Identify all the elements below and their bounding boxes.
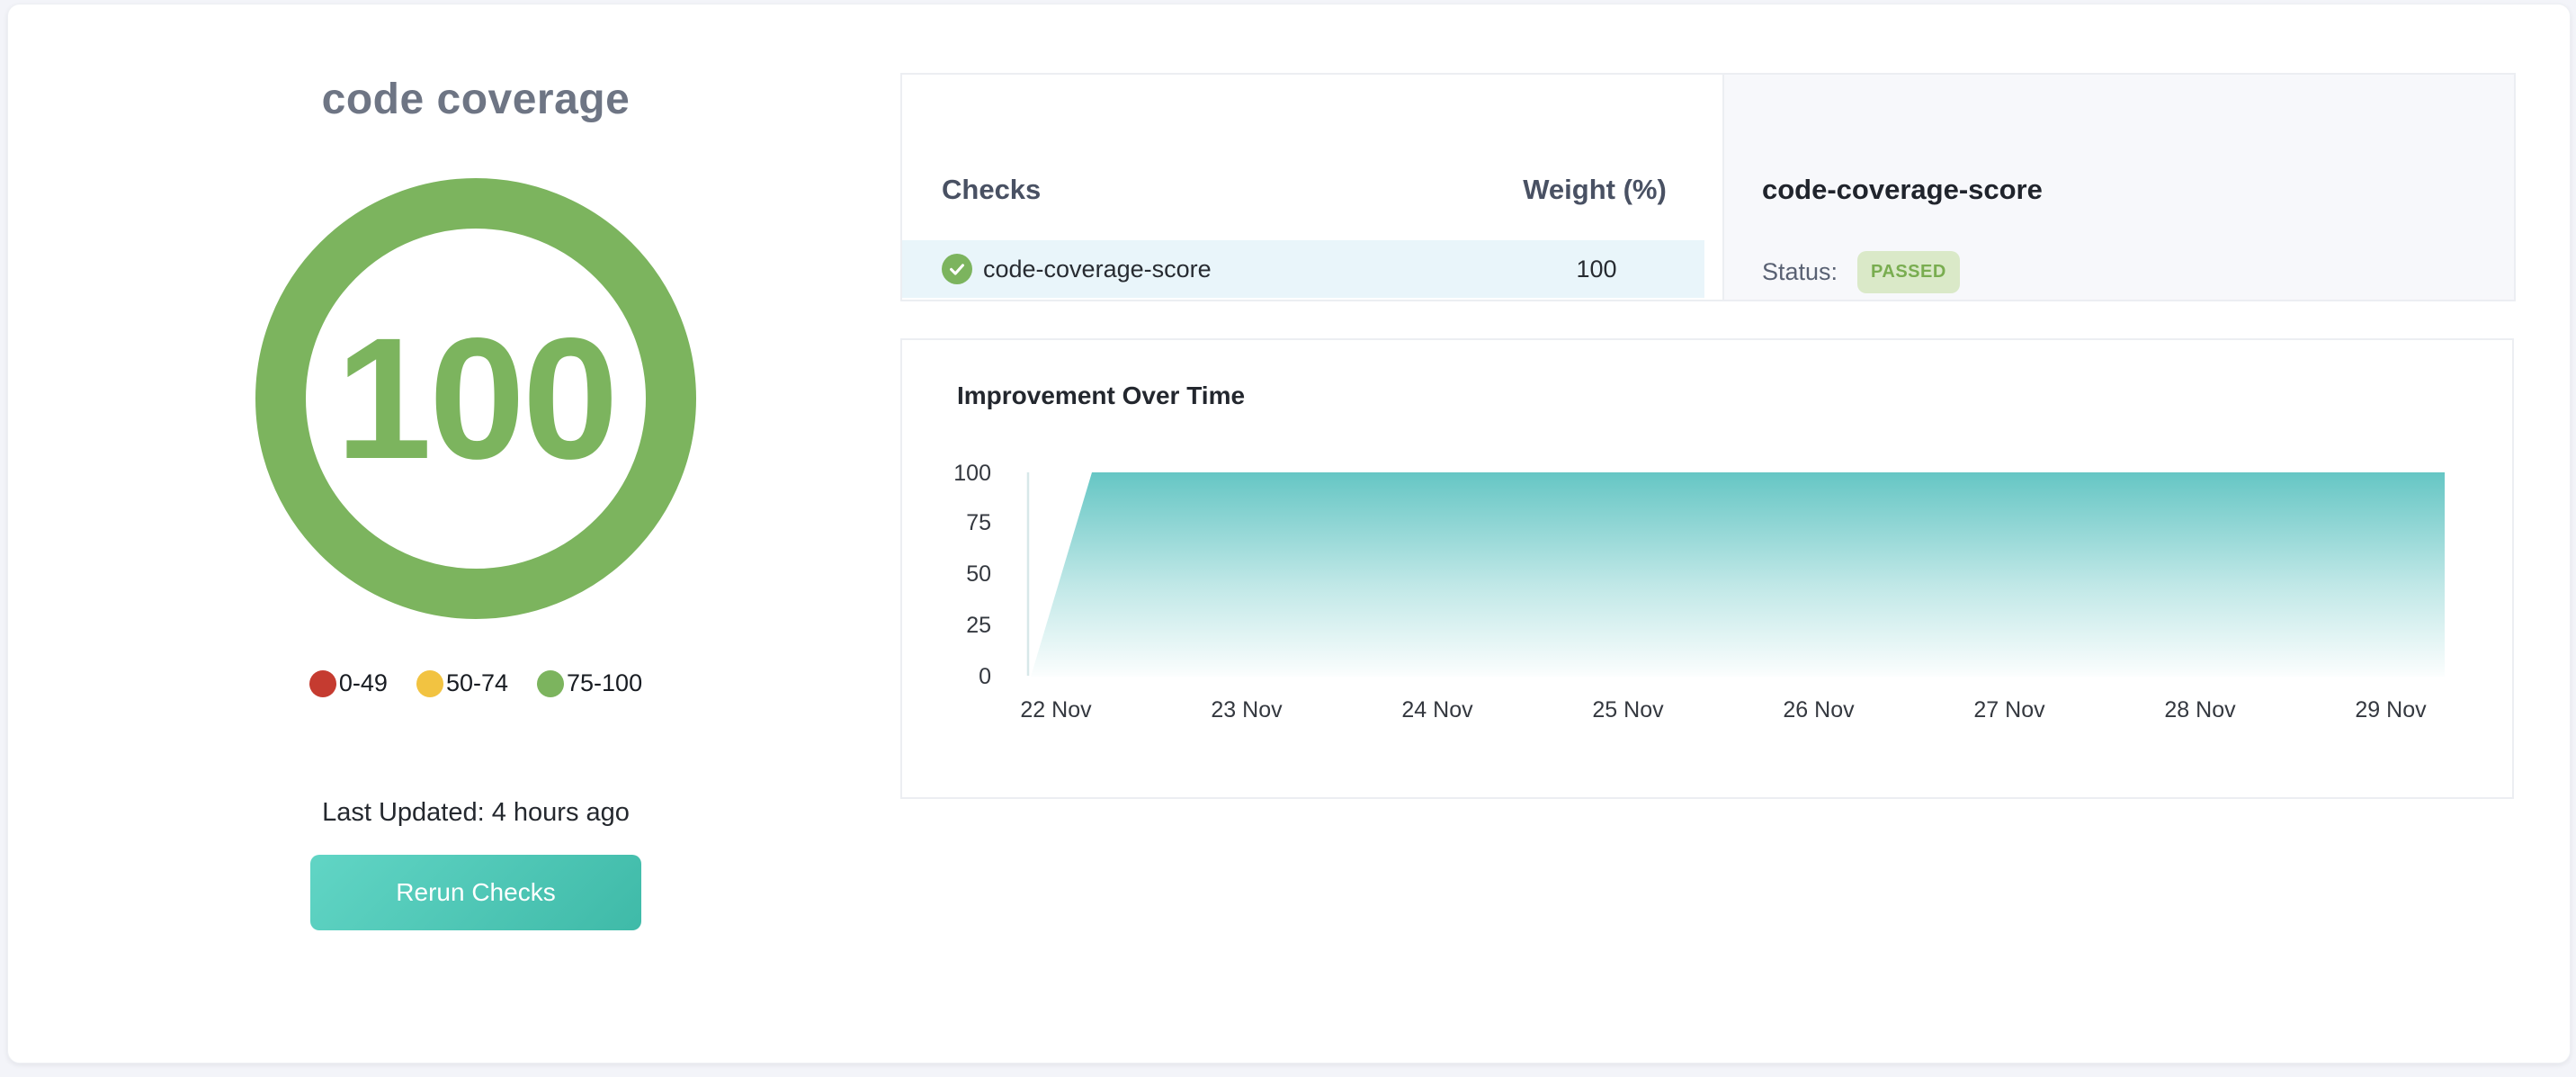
- status-line: Status: PASSED: [1762, 251, 1960, 293]
- legend-label: 50-74: [445, 669, 509, 696]
- y-tick-label: 100: [953, 461, 991, 486]
- x-tick-label: 22 Nov: [1020, 697, 1092, 722]
- page-title: code coverage: [321, 76, 631, 123]
- check-detail-title: code-coverage-score: [1762, 174, 2043, 205]
- legend-label: 75-100: [567, 669, 643, 696]
- legend-item-mid: 50-74: [416, 669, 508, 697]
- x-tick-label: 29 Nov: [2355, 697, 2427, 722]
- status-label: Status:: [1762, 258, 1838, 285]
- legend-item-high: 75-100: [537, 669, 642, 697]
- area-chart-plot: 100 75 50 25 0: [902, 340, 2512, 797]
- check-circle-icon: [942, 254, 972, 284]
- score-gauge: 100: [255, 178, 696, 619]
- area-shape: [1031, 472, 2445, 677]
- legend-item-low: 0-49: [309, 669, 388, 697]
- main-card: code coverage 100 0-49 50-74 75-100 La: [7, 4, 2571, 1064]
- check-weight-value: 100: [1576, 255, 1617, 283]
- x-tick-label: 24 Nov: [1401, 697, 1473, 722]
- area-series: [1026, 472, 2445, 677]
- x-tick-label: 28 Nov: [2164, 697, 2236, 722]
- score-value: 100: [335, 301, 618, 495]
- x-tick-label: 23 Nov: [1211, 697, 1283, 722]
- legend-label: 0-49: [338, 669, 388, 696]
- checks-table-header: Checks Weight (%): [902, 174, 1722, 206]
- green-dot-icon: [537, 669, 565, 697]
- red-dot-icon: [309, 669, 336, 697]
- column-header-checks: Checks: [942, 174, 1042, 205]
- column-header-weight: Weight (%): [1523, 174, 1667, 205]
- x-tick-label: 25 Nov: [1592, 697, 1664, 722]
- check-detail-panel: code-coverage-score Status: PASSED: [1722, 73, 2516, 301]
- checks-panel: Checks Weight (%) code-coverage-score 10…: [900, 73, 1724, 301]
- score-section: code coverage 100 0-49 50-74 75-100 La: [152, 4, 800, 1077]
- status-badge: PASSED: [1857, 251, 1960, 293]
- y-tick-label: 50: [966, 561, 991, 587]
- yellow-dot-icon: [416, 669, 443, 697]
- x-tick-label: 27 Nov: [1973, 697, 2045, 722]
- rerun-checks-button[interactable]: Rerun Checks: [310, 855, 641, 930]
- y-tick-label: 25: [966, 613, 991, 638]
- y-tick-label: 0: [979, 664, 991, 689]
- y-tick-label: 75: [966, 510, 991, 535]
- check-name: code-coverage-score: [983, 255, 1212, 283]
- table-row[interactable]: code-coverage-score 100: [902, 240, 1704, 298]
- improvement-chart-panel: Improvement Over Time 100 75 50 25 0: [900, 338, 2514, 799]
- score-legend: 0-49 50-74 75-100: [309, 669, 642, 697]
- chart-title: Improvement Over Time: [957, 381, 1246, 409]
- x-tick-label: 26 Nov: [1783, 697, 1855, 722]
- last-updated-text: Last Updated: 4 hours ago: [322, 798, 630, 827]
